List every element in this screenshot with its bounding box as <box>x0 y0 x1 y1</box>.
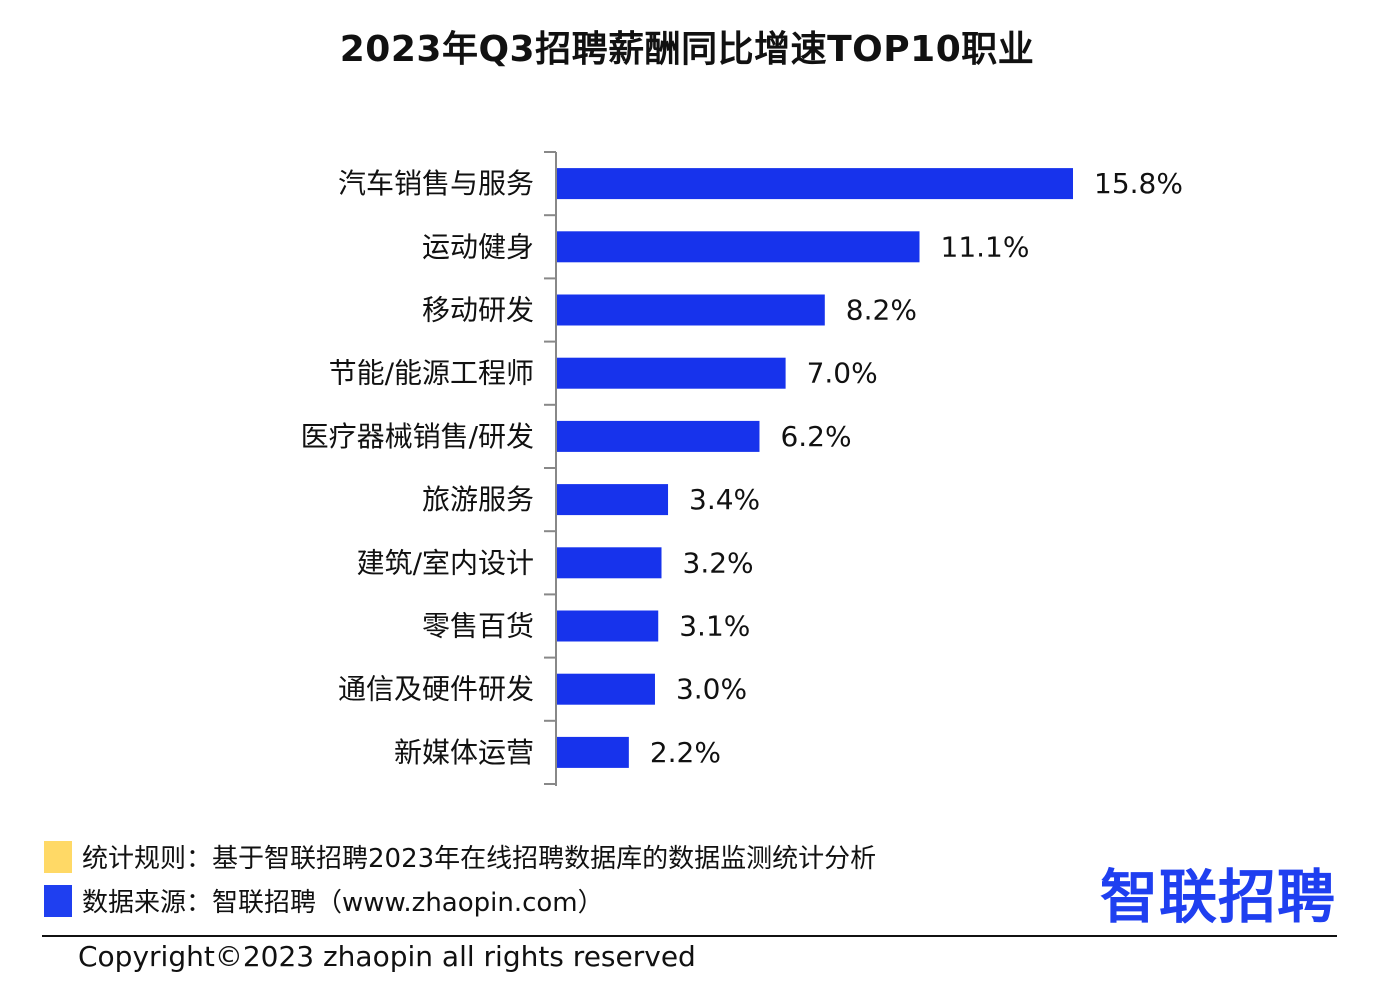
footer-divider <box>42 935 1337 937</box>
category-labels: 汽车销售与服务运动健身移动研发节能/能源工程师医疗器械销售/研发旅游服务建筑/室… <box>301 167 534 769</box>
category-label: 汽车销售与服务 <box>338 167 534 200</box>
category-label: 移动研发 <box>422 294 534 327</box>
value-label: 3.1% <box>679 610 750 643</box>
bar <box>557 231 920 263</box>
copyright-text: Copyright©2023 zhaopin all rights reserv… <box>78 940 696 973</box>
category-label: 运动健身 <box>422 230 534 263</box>
bar-chart: 汽车销售与服务运动健身移动研发节能/能源工程师医疗器械销售/研发旅游服务建筑/室… <box>301 151 1183 786</box>
chart-title: 2023年Q3招聘薪酬同比增速TOP10职业 <box>339 29 1035 70</box>
value-label: 7.0% <box>807 357 878 390</box>
value-label: 3.0% <box>676 673 747 706</box>
bar <box>557 673 655 705</box>
zhaopin-logo: 智联招聘 <box>1100 863 1337 931</box>
category-label: 医疗器械销售/研发 <box>301 420 534 453</box>
rule-note-text: 统计规则：基于智联招聘2023年在线招聘数据库的数据监测统计分析 <box>82 844 877 874</box>
bar <box>557 484 669 516</box>
bars-group <box>557 168 1073 768</box>
value-label: 3.4% <box>689 483 760 516</box>
source-note-text: 数据来源：智联招聘（www.zhaopin.com） <box>82 888 604 918</box>
bar <box>557 168 1073 200</box>
source-marker-icon <box>44 884 72 917</box>
bar <box>557 736 629 768</box>
category-label: 建筑/室内设计 <box>357 546 534 579</box>
category-label: 新媒体运营 <box>394 736 534 769</box>
value-label: 6.2% <box>780 420 851 453</box>
value-label: 15.8% <box>1094 167 1183 200</box>
value-label: 8.2% <box>846 294 917 327</box>
category-label: 节能/能源工程师 <box>329 357 534 390</box>
y-axis-ticks <box>544 151 556 785</box>
rule-marker-icon <box>44 840 72 873</box>
value-label: 3.2% <box>683 546 754 579</box>
bar <box>557 547 662 579</box>
bar <box>557 420 760 452</box>
bar <box>557 294 825 326</box>
source-note: 数据来源：智联招聘（www.zhaopin.com） <box>44 882 604 919</box>
bar <box>557 610 659 642</box>
value-label: 11.1% <box>941 230 1030 263</box>
category-label: 旅游服务 <box>422 483 534 516</box>
rule-note: 统计规则：基于智联招聘2023年在线招聘数据库的数据监测统计分析 <box>44 838 876 875</box>
category-label: 通信及硬件研发 <box>338 673 534 706</box>
bar <box>557 357 786 389</box>
value-labels: 15.8% 11.1% 8.2% 7.0% 6.2% 3.4% 3.2% 3.1% 3.0% 2.… <box>650 167 1183 769</box>
category-label: 零售百货 <box>422 610 534 643</box>
value-label: 2.2% <box>650 736 721 769</box>
